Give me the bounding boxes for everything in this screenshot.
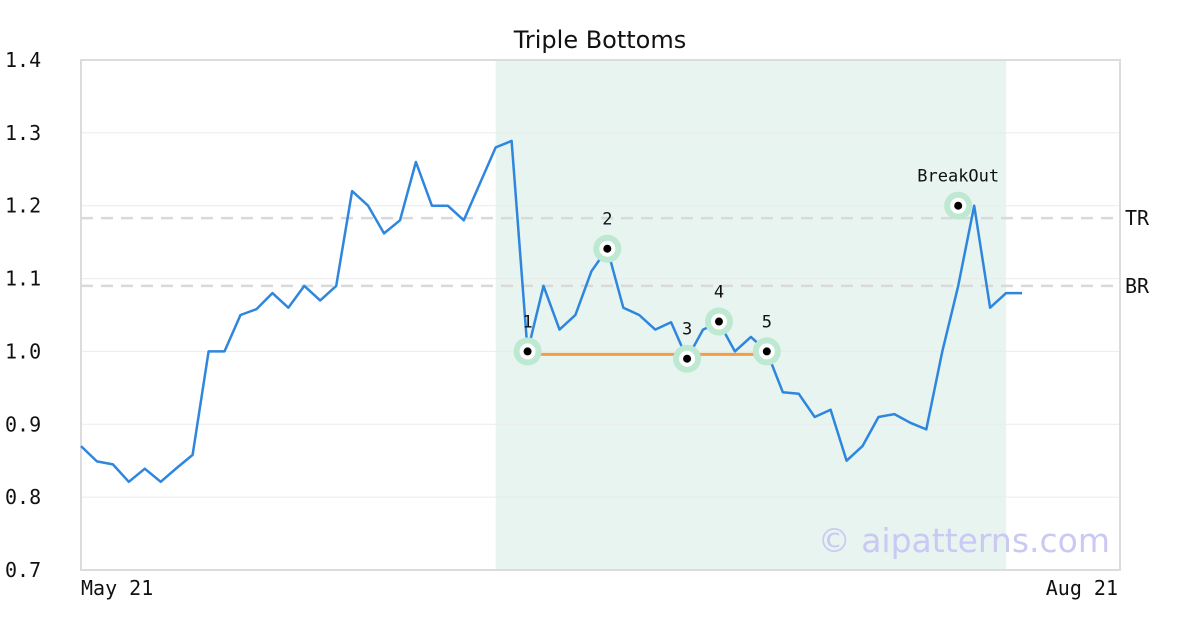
y-tick-label: 0.9 xyxy=(5,412,41,436)
point-label-breakout: BreakOut xyxy=(917,167,999,187)
y-tick-label: 1.1 xyxy=(5,267,41,291)
point-label-4: 4 xyxy=(714,283,724,303)
point-dot-breakout xyxy=(954,201,963,210)
y-tick-label: 0.8 xyxy=(5,485,41,509)
reference-label-tr: TR xyxy=(1125,206,1150,230)
point-dot-1 xyxy=(523,347,532,356)
y-tick-label: 0.7 xyxy=(5,558,41,582)
point-label-1: 1 xyxy=(522,312,532,332)
chart-title: Triple Bottoms xyxy=(513,26,687,54)
point-dot-4 xyxy=(714,317,723,326)
point-label-5: 5 xyxy=(762,312,772,332)
plot-frame xyxy=(80,59,1121,571)
point-label-3: 3 xyxy=(682,320,692,340)
pattern-region xyxy=(495,60,1007,570)
point-label-2: 2 xyxy=(602,210,612,230)
x-tick-label-end: Aug 21 xyxy=(1046,576,1118,600)
y-tick-label: 1.3 xyxy=(5,121,41,145)
point-dot-2 xyxy=(603,244,612,253)
x-tick-label-start: May 21 xyxy=(81,576,153,600)
point-dot-3 xyxy=(683,354,692,363)
point-dot-5 xyxy=(762,347,771,356)
y-tick-label: 1.2 xyxy=(5,194,41,218)
y-tick-label: 1.4 xyxy=(5,48,41,72)
price-series-line xyxy=(80,139,1022,484)
watermark: © aipatterns.com xyxy=(818,521,1110,560)
reference-label-br: BR xyxy=(1125,274,1150,298)
y-tick-label: 1.0 xyxy=(5,339,41,363)
